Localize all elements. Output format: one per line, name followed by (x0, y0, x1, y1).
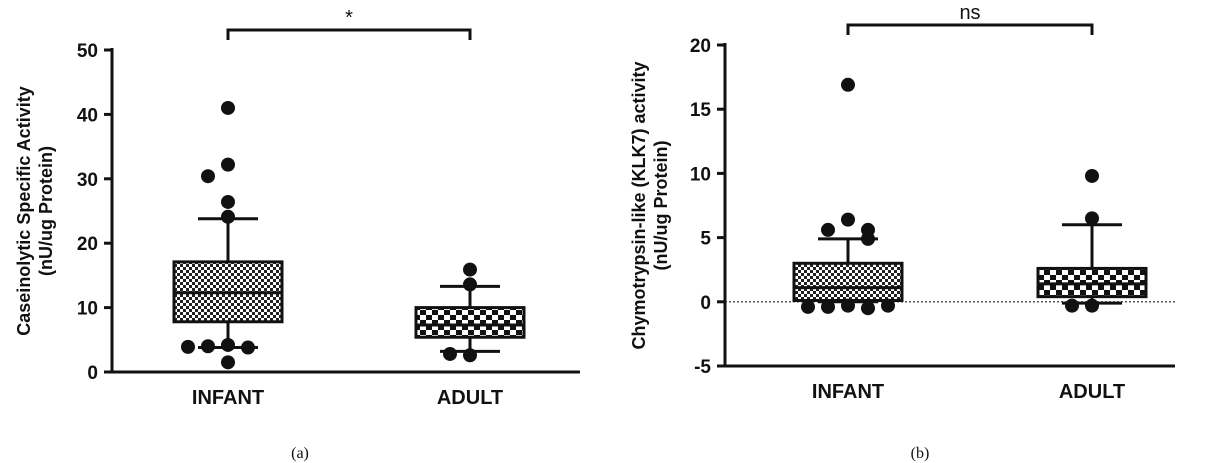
outlier-point (861, 231, 875, 246)
outlier-point (463, 277, 477, 292)
x-category-label: ADULT (437, 387, 503, 409)
significance-bracket (226, 28, 472, 40)
outlier-point (821, 222, 835, 237)
outlier-point (221, 337, 235, 352)
x-category-label: INFANT (812, 381, 884, 403)
y-tick-label: 30 (77, 170, 98, 191)
outlier-point (463, 348, 477, 363)
y-axis-label-line-1: Caseinolytic Specific Activity (14, 86, 34, 335)
outlier-point (1065, 298, 1079, 313)
y-axis-label: Caseinolytic Specific Activity (nU/ug Pro… (14, 86, 56, 335)
y-tick-label: 40 (77, 105, 98, 126)
outlier-point (221, 100, 235, 115)
y-tick-label: 5 (700, 229, 711, 250)
outlier-point (221, 209, 235, 224)
y-axis-label-line-2: (nU/ug Protein) (36, 146, 56, 276)
y-tick-label: 50 (77, 41, 98, 62)
panel-b-chart: -5 0 5 10 15 20 Chymotrypsin-like (KLK7) activ… (629, 2, 1175, 462)
panel-label: (a) (291, 445, 309, 462)
outlier-point (241, 340, 255, 355)
y-tick-label: 10 (690, 164, 711, 185)
panel-a-chart: 0 10 20 30 40 50 Caseinolytic Specific Activit… (14, 7, 580, 462)
y-tick-label: 10 (77, 299, 98, 320)
box-iqr (414, 306, 526, 339)
significance-label: * (345, 7, 353, 29)
outlier-point (841, 212, 855, 227)
x-category-label: ADULT (1059, 381, 1125, 403)
y-axis-label-line-2: (nU/ug Protein) (651, 141, 671, 271)
outlier-point (1085, 211, 1099, 226)
significance-label: ns (959, 2, 980, 24)
y-tick-label: 20 (77, 234, 98, 255)
outlier-point (221, 157, 235, 172)
y-tick-label: 0 (87, 363, 98, 384)
outlier-point (463, 262, 477, 277)
y-tick-label: 15 (690, 100, 712, 121)
outlier-point (821, 299, 835, 314)
outlier-point (201, 339, 215, 354)
box-iqr (792, 261, 904, 303)
y-axis-label-line-1: Chymotrypsin-like (KLK7) activity (629, 61, 649, 349)
y-tick-label: 0 (700, 293, 711, 314)
outlier-point (881, 298, 895, 313)
y-tick-label: 20 (690, 36, 711, 57)
panel-label: (b) (911, 445, 930, 462)
significance-bracket (846, 23, 1094, 35)
outlier-point (1085, 168, 1099, 183)
outlier-point (841, 298, 855, 313)
outlier-point (201, 169, 215, 184)
outlier-point (443, 346, 457, 361)
y-axis-label: Chymotrypsin-like (KLK7) activity (nU/ug … (629, 61, 671, 349)
outlier-point (221, 355, 235, 370)
y-tick-label: -5 (694, 357, 711, 378)
x-category-label: INFANT (192, 387, 264, 409)
outlier-point (1085, 298, 1099, 313)
outlier-point (861, 301, 875, 316)
outlier-point (841, 77, 855, 92)
outlier-point (181, 339, 195, 354)
outlier-point (801, 299, 815, 314)
outlier-point (221, 194, 235, 209)
